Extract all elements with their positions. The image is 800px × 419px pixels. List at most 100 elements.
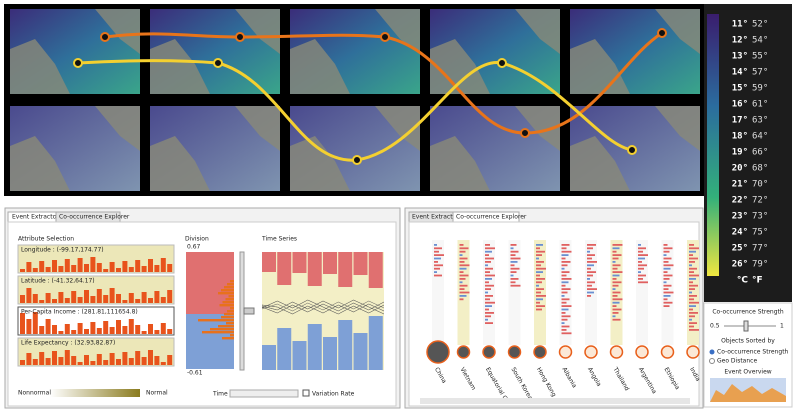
cooccurrence-bar <box>689 271 694 273</box>
histogram-bar <box>58 292 64 303</box>
cooccurrence-bar <box>485 247 495 250</box>
ts-line <box>261 299 385 315</box>
event-point <box>100 32 110 42</box>
division-bar <box>224 313 234 316</box>
cooccurrence-bar <box>663 274 673 277</box>
strength-circle <box>660 345 675 359</box>
division-bar <box>227 283 234 286</box>
fahrenheit-label: 75° <box>752 228 768 238</box>
cooccurrence-bar <box>612 254 622 256</box>
strength-circle <box>426 340 450 364</box>
tab[interactable]: Event Extractor <box>412 214 459 221</box>
cooccurrence-bar <box>587 278 590 280</box>
cooccurrence-bar <box>536 271 543 273</box>
cooccurrence-bar <box>485 312 494 314</box>
cooccurrence-bar <box>663 278 670 280</box>
cooccurrence-bar <box>612 278 617 280</box>
fahrenheit-label: 61° <box>752 100 768 110</box>
histogram-bar <box>64 298 70 303</box>
fahrenheit-label: 73° <box>752 212 768 222</box>
tab[interactable]: Co-occurrence Explorer <box>59 214 130 221</box>
division-bar <box>226 322 234 325</box>
variation-rate-label[interactable]: Variation Rate <box>312 391 355 398</box>
cooccurrence-bar <box>485 264 488 267</box>
division-thumb[interactable] <box>243 307 255 315</box>
sort-option[interactable]: Co-occurrence Strength <box>717 349 789 356</box>
ts-line <box>261 300 385 312</box>
histogram-bar <box>103 269 109 272</box>
cooccurrence-bar <box>561 301 567 304</box>
cooccurrence-bar <box>459 274 469 277</box>
cooccurrence-bar <box>459 247 469 250</box>
cooccurrence-bar <box>561 244 570 246</box>
radio-selected[interactable] <box>709 349 715 355</box>
histogram-bar <box>167 290 173 303</box>
time-lag-slider[interactable] <box>229 389 299 398</box>
cooccurrence-bar <box>561 274 567 277</box>
cooccurrence-bar <box>536 250 545 253</box>
scrollbar[interactable] <box>420 398 690 404</box>
celsius-label: 18° <box>732 132 748 142</box>
cooccurrence-bar <box>663 254 667 256</box>
fahrenheit-label: 63° <box>752 116 768 126</box>
ts-top <box>353 252 368 275</box>
tab[interactable]: Co-occurrence Explorer <box>456 214 527 221</box>
cooccurrence-bar <box>561 325 570 328</box>
checkbox[interactable] <box>302 389 310 397</box>
celsius-label: 26° <box>732 260 748 270</box>
cooccurrence-bar <box>485 257 494 260</box>
map-land <box>430 106 560 191</box>
histogram-bar <box>116 294 121 303</box>
cooccurrence-bar <box>561 271 570 273</box>
cooccurrence-bar <box>510 264 515 267</box>
histogram-bar <box>154 330 160 334</box>
cooccurrence-bar <box>638 250 643 253</box>
cooccurrence-bar <box>434 267 440 270</box>
cooccurrence-bar <box>663 301 673 304</box>
slider-thumb[interactable] <box>743 320 749 332</box>
radio[interactable] <box>709 358 715 364</box>
cooccurrence-bar <box>434 247 442 250</box>
cooccurrence-bar <box>434 257 441 260</box>
cooccurrence-bar <box>561 247 567 250</box>
ts-bottom <box>292 341 307 370</box>
histogram-bar <box>135 260 141 272</box>
division-bar <box>224 286 234 289</box>
event-point <box>352 155 362 165</box>
cooccurrence-bar <box>612 301 620 304</box>
cooccurrence-bar <box>663 264 674 267</box>
ts-bottom <box>353 333 368 370</box>
histogram-bar <box>128 267 134 272</box>
histogram-bar <box>103 360 109 365</box>
cooccurrence-bar <box>434 254 444 256</box>
cooccurrence-bar <box>663 288 669 290</box>
cooccurrence-bar <box>638 261 642 263</box>
sort-option[interactable]: Geo Distance <box>717 358 757 365</box>
histogram-bar <box>45 358 51 365</box>
cooccurrence-bar <box>663 247 673 250</box>
cooccurrence-bar <box>689 278 696 280</box>
cooccurrence-bar <box>663 291 674 294</box>
histogram-bar <box>58 357 64 365</box>
histogram-bar <box>103 295 109 303</box>
cooccurrence-bar <box>663 305 670 307</box>
cooccurrence-bar <box>510 257 521 260</box>
histogram-bar <box>160 323 166 334</box>
tab-body <box>408 221 700 407</box>
map-land <box>150 106 280 191</box>
cooccurrence-bar <box>536 267 546 270</box>
histogram-bar <box>148 298 153 303</box>
division-min: -0.61 <box>187 370 203 377</box>
ts-top <box>323 252 337 274</box>
histogram-bar <box>52 325 57 334</box>
ts-line <box>261 301 385 314</box>
time-lag-label: Time Lag <box>212 391 241 398</box>
cooccurrence-bar <box>561 278 572 280</box>
division-slider[interactable] <box>239 251 245 371</box>
histogram-bar <box>84 264 89 272</box>
division-bar <box>230 307 234 310</box>
cooccurrence-bar <box>638 264 647 267</box>
cooccurrence-bar <box>689 247 699 250</box>
cooccurrence-bar <box>510 274 514 277</box>
tab[interactable]: Event Extractor <box>12 214 59 221</box>
